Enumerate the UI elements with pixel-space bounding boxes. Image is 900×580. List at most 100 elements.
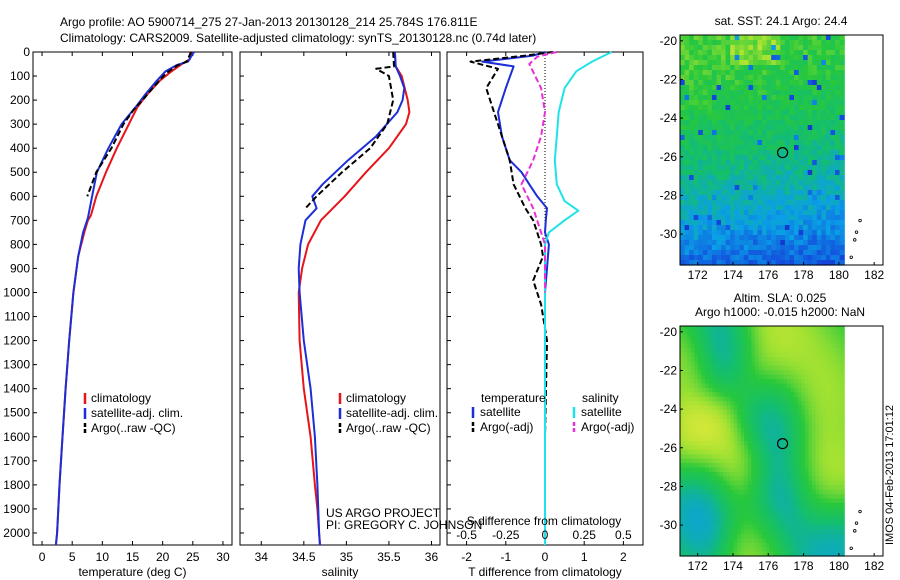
depth-tick-label: 200 xyxy=(10,93,30,107)
series-line-temperature-1 xyxy=(54,51,195,546)
imos-timestamp: IMOS 04-Feb-2013 17:01:12 xyxy=(884,405,896,545)
sla-map-frame xyxy=(679,325,884,557)
map-y-tick-label: -24 xyxy=(660,111,678,125)
map-x-tick-label: 172 xyxy=(688,268,708,282)
map-y-tick-label: -20 xyxy=(660,325,678,339)
island-marker xyxy=(853,529,857,533)
island-marker xyxy=(858,218,862,223)
temperature-x-tick-label: 0 xyxy=(39,550,46,564)
legend-entry: Argo(..raw -QC) xyxy=(346,421,431,435)
series-line-salinity-0 xyxy=(297,51,411,546)
series-line-difference-3 xyxy=(520,51,558,293)
depth-tick-label: 1600 xyxy=(3,430,30,444)
difference-top-axis-label: S difference from climatology xyxy=(467,514,622,528)
figure-title-line2: Climatology: CARS2009. Satellite-adjuste… xyxy=(60,31,536,45)
map-x-tick-label: 176 xyxy=(758,559,778,573)
series-line-difference-2 xyxy=(544,51,613,545)
map-y-tick-label: -30 xyxy=(660,227,678,241)
temperature-x-tick-label: 5 xyxy=(69,550,76,564)
depth-tick-label: 1800 xyxy=(3,478,30,492)
salinity-plot-frame xyxy=(239,51,441,546)
sla-map-cells xyxy=(680,326,845,557)
map-y-tick-label: -30 xyxy=(660,518,678,532)
map-x-tick-label: 174 xyxy=(723,268,743,282)
map-y-tick-label: -22 xyxy=(660,363,678,377)
island-marker xyxy=(854,521,859,525)
temperature-plot-frame xyxy=(32,51,233,546)
series-line-difference-1 xyxy=(469,51,553,437)
difference-x-axis-label: T difference from climatology xyxy=(468,565,622,579)
map-x-tick-label: 174 xyxy=(723,559,743,573)
legend-entry: Argo(-adj) xyxy=(581,420,634,434)
project-label-line1: US ARGO PROJECT xyxy=(326,506,441,520)
legend-header-salinity: salinity xyxy=(582,391,619,405)
legend-entry: Argo(..raw -QC) xyxy=(91,421,176,435)
legend-entry: climatology xyxy=(91,391,151,405)
salinity-x-tick-label: 34.5 xyxy=(292,550,316,564)
series-line-temperature-2 xyxy=(86,51,192,197)
difference-top-tick-label: 0.25 xyxy=(573,528,597,542)
map-y-tick-label: -26 xyxy=(660,441,678,455)
depth-tick-label: 700 xyxy=(10,213,30,227)
map-y-tick-label: -26 xyxy=(660,150,678,164)
depth-tick-label: 1000 xyxy=(3,285,30,299)
legend-entry: Argo(-adj) xyxy=(480,420,533,434)
map-x-tick-label: 172 xyxy=(688,559,708,573)
depth-tick-label: 1300 xyxy=(3,358,30,372)
sst-map-cells xyxy=(680,35,845,266)
depth-tick-label: 1700 xyxy=(3,454,30,468)
sst-map-panel: 172 174 176 178 180 182 -20 -22 -24 -26 -28 -30 sat.… xyxy=(660,14,885,282)
island-marker xyxy=(849,255,853,259)
temperature-x-tick-label: 10 xyxy=(96,550,110,564)
map-x-tick-label: 178 xyxy=(794,268,814,282)
map-y-tick-label: -24 xyxy=(660,402,678,416)
difference-x-tick-label: 1 xyxy=(581,550,588,564)
map-y-tick-label: -28 xyxy=(660,479,678,493)
map-x-tick-label: 176 xyxy=(758,268,778,282)
salinity-x-tick-label: 35.5 xyxy=(377,550,401,564)
sla-map-panel: 172 174 176 178 180 182 -20 -22 -24 -26 -28 -30 Alti… xyxy=(660,291,885,573)
project-label-line2: PI: GREGORY C. JOHNSON xyxy=(326,518,482,532)
salinity-x-tick-label: 34 xyxy=(255,550,269,564)
depth-tick-label: 1200 xyxy=(3,334,30,348)
map-x-tick-label: 178 xyxy=(794,559,814,573)
map-y-tick-label: -20 xyxy=(660,34,678,48)
map-x-tick-label: 182 xyxy=(864,268,884,282)
temperature-x-tick-label: 30 xyxy=(216,550,230,564)
legend-entry: satellite-adj. clim. xyxy=(91,406,183,420)
salinity-x-tick-label: 36 xyxy=(425,550,439,564)
difference-x-tick-label: -2 xyxy=(461,550,472,564)
island-marker xyxy=(858,509,862,514)
temperature-x-tick-label: 15 xyxy=(126,550,140,564)
depth-tick-label: 600 xyxy=(10,189,30,203)
salinity-x-axis-label: salinity xyxy=(322,565,359,579)
legend-entry: satellite xyxy=(480,405,521,419)
map-x-tick-label: 180 xyxy=(829,559,849,573)
island-marker xyxy=(854,230,859,234)
depth-tick-label: 500 xyxy=(10,165,30,179)
depth-tick-label: 1100 xyxy=(4,310,30,324)
series-line-difference-0 xyxy=(481,51,550,545)
series-line-salinity-2 xyxy=(304,51,395,209)
depth-tick-label: 1500 xyxy=(3,406,30,420)
depth-tick-label: 900 xyxy=(10,261,30,275)
series-line-temperature-0 xyxy=(54,51,193,546)
sla-map-title-line1: Altim. SLA: 0.025 xyxy=(734,291,827,305)
difference-x-tick-label: 2 xyxy=(620,550,627,564)
map-y-tick-label: -22 xyxy=(660,72,678,86)
difference-x-tick-label: -1 xyxy=(500,550,511,564)
island-marker xyxy=(853,238,857,242)
difference-x-tick-label: 0 xyxy=(542,550,549,564)
depth-tick-label: 800 xyxy=(10,237,30,251)
temperature-panel: 0100200300400500600700800900100011001200… xyxy=(3,45,233,579)
sst-map-frame xyxy=(679,34,884,266)
map-x-tick-label: 182 xyxy=(864,559,884,573)
sla-map-title-line2: Argo h1000: -0.015 h2000: NaN xyxy=(695,305,865,319)
legend-entry: satellite xyxy=(581,405,622,419)
depth-tick-label: 400 xyxy=(10,141,30,155)
argo-float-marker xyxy=(776,146,789,159)
legend-entry: climatology xyxy=(346,391,406,405)
salinity-panel: 34 34.5 35 35.5 36 salinity climatologysatelli… xyxy=(239,51,441,579)
legend-entry: satellite-adj. clim. xyxy=(346,406,438,420)
